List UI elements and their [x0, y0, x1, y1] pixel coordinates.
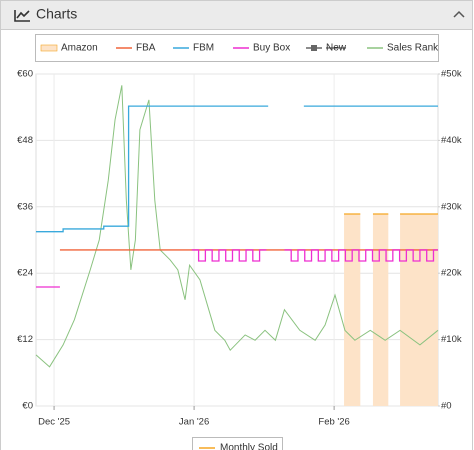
legend-label: FBA [136, 43, 156, 54]
y-tick-label: €48 [17, 135, 33, 146]
series-line [36, 105, 438, 233]
y-tick-label: €60 [17, 69, 33, 80]
y2-tick-label: #30k [441, 201, 462, 212]
panel-title: Charts [36, 6, 77, 22]
legend-label: Buy Box [253, 43, 290, 54]
plot-area [35, 73, 439, 407]
y-tick-label: €0 [22, 401, 33, 412]
y2-tick-label: #50k [441, 69, 462, 80]
y2-tick-label: #40k [441, 135, 462, 146]
area [344, 213, 438, 406]
y2-tick-label: #0 [441, 401, 452, 412]
legend2-label: Monthly Sold [220, 443, 278, 450]
chart-icon [14, 10, 30, 22]
y-tick-label: €36 [17, 201, 33, 212]
y2-tick-label: #10k [441, 334, 462, 345]
x-tick-label: Feb '26 [318, 417, 349, 428]
collapse-toggle[interactable] [453, 10, 465, 18]
legend-label: Amazon [61, 43, 98, 54]
legend-label: FBM [193, 43, 214, 54]
y-tick-label: €24 [17, 268, 33, 279]
series-line [35, 85, 439, 368]
series-line [36, 249, 438, 288]
legend-label: Sales Rank [387, 43, 439, 54]
x-tick-label: Jan '26 [179, 417, 209, 428]
legend-label: New [326, 43, 347, 54]
legend-swatch [40, 44, 58, 52]
legend-marker [311, 45, 317, 51]
panel-header[interactable] [0, 0, 473, 30]
y2-tick-label: #20k [441, 268, 462, 279]
x-tick-label: Dec '25 [38, 417, 70, 428]
legend2-box [192, 437, 283, 450]
y-tick-label: €12 [17, 334, 33, 345]
